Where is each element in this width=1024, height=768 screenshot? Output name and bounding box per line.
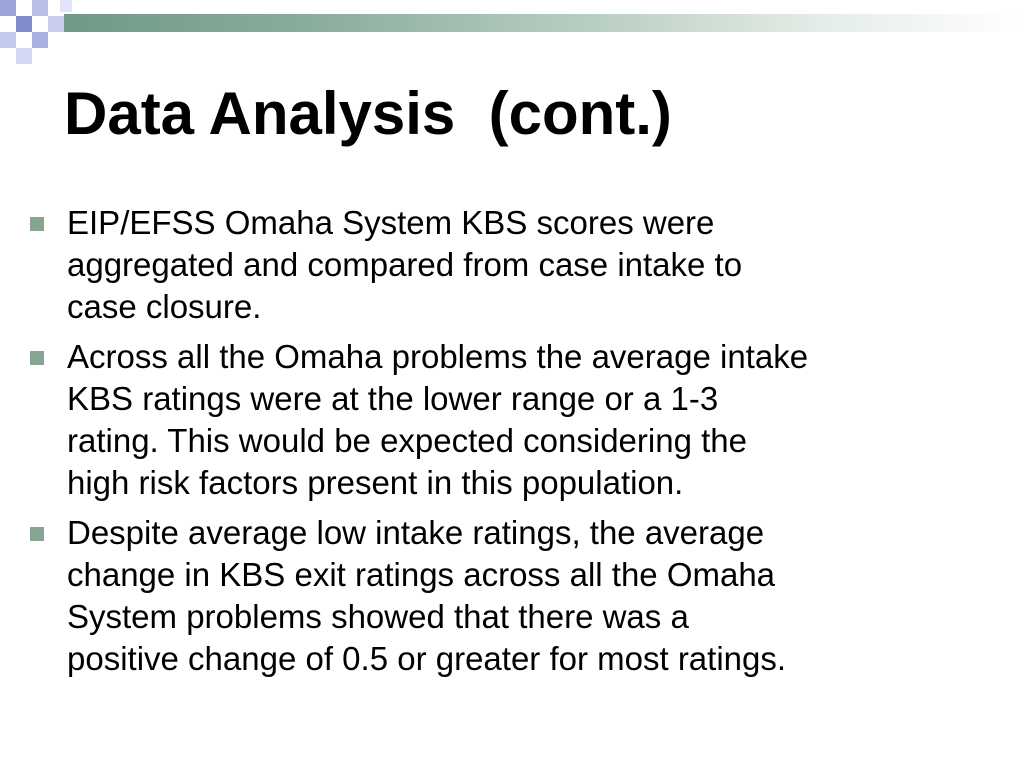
square-bullet-icon xyxy=(30,351,44,365)
decor-square xyxy=(32,0,48,16)
decor-square xyxy=(48,16,64,32)
bullet-item: Across all the Omaha problems the averag… xyxy=(30,336,990,504)
decor-square xyxy=(16,48,32,64)
decor-square xyxy=(0,0,16,16)
bullet-list: EIP/EFSS Omaha System KBS scores were ag… xyxy=(30,202,990,688)
decor-square xyxy=(0,32,16,48)
bullet-text: Despite average low intake ratings, the … xyxy=(67,514,787,677)
bullet-text: EIP/EFSS Omaha System KBS scores were ag… xyxy=(67,204,743,325)
square-bullet-icon xyxy=(30,217,44,231)
bullet-item: Despite average low intake ratings, the … xyxy=(30,512,990,680)
header-gradient-bar xyxy=(64,14,1024,32)
square-bullet-icon xyxy=(30,527,44,541)
decor-square xyxy=(60,0,72,12)
slide-title: Data Analysis (cont.) xyxy=(64,80,672,147)
bullet-text: Across all the Omaha problems the averag… xyxy=(67,338,809,501)
decor-square xyxy=(32,32,48,48)
bullet-item: EIP/EFSS Omaha System KBS scores were ag… xyxy=(30,202,990,328)
decor-square xyxy=(16,16,32,32)
